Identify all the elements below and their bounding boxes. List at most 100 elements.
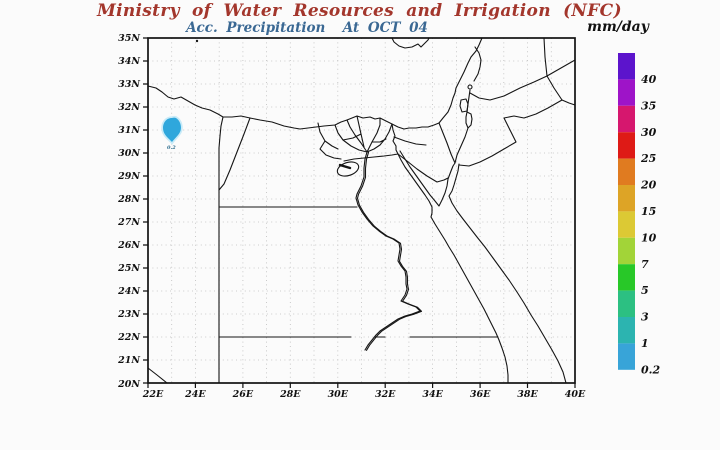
sinai-governorate-boundary (397, 153, 449, 183)
map-plot-area: 0.2 35N 34N 33N 32N 31N 30N 29N 28N 27N … (117, 33, 586, 400)
suez-canal (391, 123, 399, 155)
colorbar-segment (618, 53, 635, 80)
lon-tick-label: 34E (422, 389, 443, 400)
lat-tick-label: 32N (118, 102, 140, 113)
lat-tick-label: 28N (117, 194, 140, 205)
precipitation-value-label: 0.2 (167, 145, 176, 151)
syria-jordan-border (469, 75, 548, 101)
sea-of-galilee (467, 84, 473, 90)
lat-tick-label: 33N (118, 79, 140, 90)
colorbar-level-label: 3 (641, 311, 649, 324)
colorbar-segment (618, 211, 635, 238)
lon-tick-label: 36E (470, 389, 491, 400)
colorbar-segment (618, 105, 635, 133)
lon-tick-label: 28E (279, 389, 301, 400)
map-lines (147, 37, 576, 384)
nile-river-west-bank (355, 151, 421, 351)
colorbar-segments (618, 53, 635, 370)
saudi-red-sea-coastline (448, 163, 567, 384)
precipitation-blob (163, 117, 181, 142)
lon-tick-label: 30E (328, 389, 349, 400)
gridlines-vertical (171, 38, 552, 383)
colorbar-segment (618, 317, 635, 344)
jordan-saudi-border (458, 99, 563, 167)
lat-tick-label: 29N (117, 171, 140, 182)
colorbar-segment (618, 185, 635, 212)
lebanon-syria-border (473, 46, 482, 82)
colorbar-segment (618, 158, 635, 185)
matrouh-boundary (218, 117, 251, 191)
dead-sea (465, 111, 473, 129)
lon-tick-label: 38E (517, 389, 538, 400)
lat-tick-label: 20N (117, 379, 140, 390)
colorbar-segment (618, 264, 635, 291)
latitude-labels: 35N 34N 33N 32N 31N 30N 29N 28N 27N 26N … (117, 33, 140, 390)
north-sinai-boundary (393, 136, 427, 146)
colorbar-segment (618, 79, 635, 106)
lon-tick-label: 32E (375, 389, 396, 400)
left-axis-ticks (143, 37, 148, 384)
page-title: Ministry of Water Resources and Irrigati… (97, 1, 622, 21)
colorbar-segment (618, 132, 635, 159)
sinai-coastline (399, 150, 456, 207)
colorbar-level-label: 1 (641, 337, 649, 350)
colorbar-segment (618, 290, 635, 317)
lake-qarun (338, 163, 352, 170)
lat-tick-label: 24N (117, 286, 140, 297)
lat-tick-label: 26N (117, 240, 140, 251)
colorbar-level-label: 35 (641, 99, 656, 112)
lon-tick-label: 24E (184, 389, 206, 400)
lon-tick-label: 26E (232, 389, 254, 400)
precipitation-area: 0.2 (161, 115, 183, 151)
lat-tick-label: 23N (117, 309, 140, 320)
colorbar-level-label: 0.2 (641, 363, 660, 376)
mediterranean-levant-coastline (147, 37, 483, 130)
gulf-of-suez-west-bank (397, 153, 433, 218)
west-bank-boundary (459, 98, 469, 113)
gridlines (148, 38, 575, 383)
colorbar-level-label: 30 (641, 126, 657, 139)
colorbar-level-label: 40 (641, 73, 657, 86)
colorbar-segment (618, 343, 635, 370)
lat-tick-label: 25N (117, 263, 140, 274)
nile-river-east-bank (356, 151, 423, 351)
nile-delta-branches (346, 117, 381, 153)
colorbar-labels: 40 35 30 25 20 15 10 7 5 3 1 0.2 (640, 73, 660, 376)
colorbar-level-label: 25 (640, 152, 656, 165)
nile-delta-boundaries (317, 115, 399, 162)
lat-tick-label: 34N (118, 56, 140, 67)
libya-sudan-border (147, 367, 168, 384)
bottom-axis-ticks (147, 383, 576, 388)
lat-tick-label: 27N (117, 217, 140, 228)
nile-river (355, 151, 423, 351)
lon-tick-label: 40E (565, 389, 586, 400)
color-scale: 40 35 30 25 20 15 10 7 5 3 1 0.2 (614, 48, 694, 383)
lat-tick-label: 30N (118, 148, 140, 159)
libya-egypt-border (218, 116, 224, 384)
egypt-red-sea-coastline (430, 216, 509, 384)
colorbar-level-label: 20 (640, 179, 657, 192)
fayum-depression (336, 161, 360, 177)
iraq-border-junction (543, 37, 576, 106)
page-subtitle: Acc. Precipitation At OCT 04 (186, 20, 428, 36)
lat-tick-label: 35N (118, 33, 140, 44)
colorbar-level-label: 15 (641, 205, 656, 218)
cyprus-coastline (391, 37, 430, 49)
small-island (195, 39, 199, 43)
colorbar-level-label: 7 (641, 258, 649, 271)
colorbar: 40 35 30 25 20 15 10 7 5 3 1 0.2 (618, 53, 660, 376)
longitude-labels: 22E 24E 26E 28E 30E 32E 34E 36E 38E 40E (142, 389, 586, 400)
egypt-precipitation-map: 0.2 35N 34N 33N 32N 31N 30N 29N 28N 27N … (117, 33, 586, 400)
arava-border (454, 127, 469, 164)
egypt-israel-border (438, 122, 456, 164)
lat-tick-label: 31N (118, 125, 140, 136)
lon-tick-label: 22E (142, 389, 164, 400)
units-label: mm/day (587, 19, 649, 35)
colorbar-level-label: 5 (641, 284, 649, 297)
colorbar-level-label: 10 (641, 231, 657, 244)
lat-tick-label: 21N (117, 355, 140, 366)
map-frame (147, 37, 576, 384)
lat-tick-label: 22N (117, 332, 140, 343)
colorbar-segment (618, 237, 635, 265)
